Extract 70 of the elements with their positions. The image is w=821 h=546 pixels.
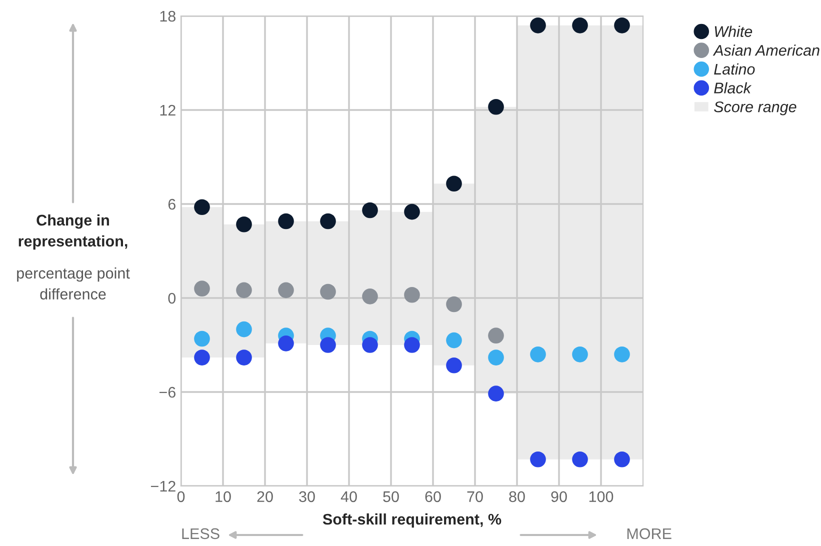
point [362,288,378,304]
bar [391,212,433,345]
bar [517,25,559,460]
y-axis-title: Change in representation, percentage point difference [17,214,130,300]
point [278,282,294,298]
y-tick-label: −12 [150,480,176,492]
bar [433,184,475,366]
point [446,296,462,312]
bar [559,25,601,460]
x-tick-label: 20 [257,491,273,502]
point [236,350,252,366]
point [446,176,462,192]
point [404,337,420,353]
point [530,346,546,362]
y-tick-label: 18 [160,10,176,22]
point [194,199,210,216]
x-tick-label: 0 [177,491,185,502]
x-tick-label: 80 [509,491,525,502]
bar [601,25,643,460]
point [614,17,630,34]
point [488,386,504,402]
point [404,286,420,303]
point [530,451,546,468]
legend-label: Asian American [712,44,820,56]
point [446,357,462,374]
legend-label: White [714,26,752,37]
legend-label: Latino [714,63,755,75]
point [404,204,420,220]
x-tick-label: 50 [383,491,399,502]
x-tick-label: 30 [299,491,315,502]
point [488,350,504,366]
x-tick-label: 70 [467,491,483,502]
x-tick-label: 90 [551,491,567,502]
x-tick-label: 100 [589,491,614,502]
point [278,213,294,230]
point [488,98,504,115]
point [572,346,588,362]
point [362,202,378,218]
point [236,321,252,338]
point [278,336,294,352]
x-tick-label: 40 [340,491,357,502]
text: LESS [182,528,220,540]
point [236,282,252,298]
y-tick-label: 12 [160,104,176,116]
point [614,451,630,468]
point [194,280,210,297]
point [362,337,378,353]
point [572,17,588,34]
point [530,17,546,34]
point [320,284,336,300]
x-tick-label: 60 [425,491,441,502]
y-tick-label: 0 [168,292,176,304]
bar [475,106,517,394]
x-tick-label: 10 [216,491,231,502]
bar [349,210,391,345]
point [236,216,252,232]
point [446,332,462,348]
y-tick-label: −6 [159,386,176,398]
y-tick-label: 6 [168,198,176,210]
point [572,451,588,468]
point [614,346,630,362]
point [320,337,336,353]
point [194,330,210,347]
legend-label: Black [714,82,752,94]
x-axis-title: Soft-skill requirement, % [322,513,502,528]
point [194,350,210,366]
text: MORE [627,528,672,540]
point [320,213,336,230]
legend-label: Score range [714,101,796,116]
point [488,328,504,344]
